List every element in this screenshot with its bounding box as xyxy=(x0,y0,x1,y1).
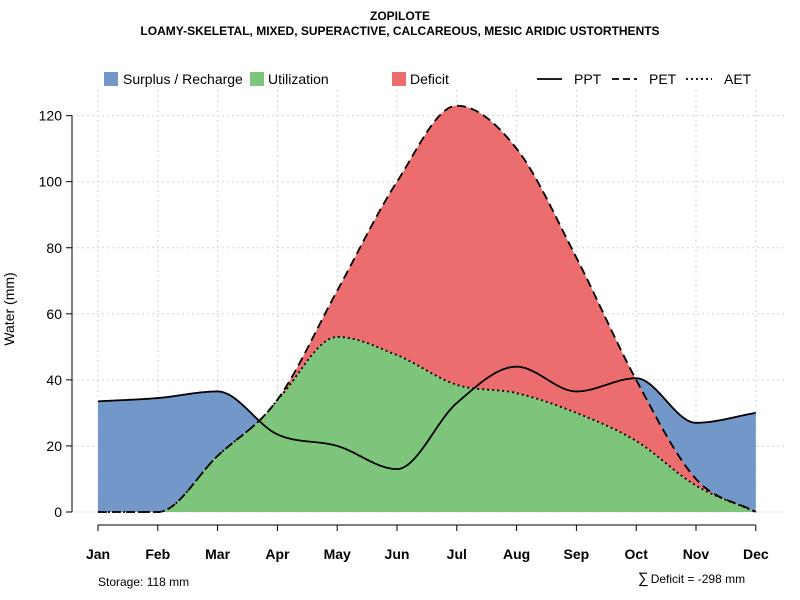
legend-label-ppt: PPT xyxy=(574,71,602,87)
x-tick-label-jun: Jun xyxy=(385,546,410,562)
sigma-symbol: ∑ xyxy=(638,570,649,587)
series-lines xyxy=(97,104,757,513)
legend-label-deficit: Deficit xyxy=(410,71,449,87)
y-tick-label-40: 40 xyxy=(46,372,62,388)
x-tick-label-jan: Jan xyxy=(86,546,110,562)
x-tick-label-jul: Jul xyxy=(447,546,467,562)
legend-swatch-deficit xyxy=(392,72,406,86)
area-fills xyxy=(98,105,756,512)
legend: Surplus / Recharge Utilization Deficit PPT P… xyxy=(104,71,752,87)
chart-title: ZOPILOTE xyxy=(370,9,430,23)
legend-label-utilization: Utilization xyxy=(268,71,329,87)
series-line-pet xyxy=(98,104,757,513)
series-line-ppt xyxy=(97,365,756,470)
x-tick-label-oct: Oct xyxy=(625,546,649,562)
legend-swatch-utilization xyxy=(250,72,264,86)
series-line-aet xyxy=(98,336,757,513)
x-tick-label-dec: Dec xyxy=(743,546,769,562)
y-tick-label-0: 0 xyxy=(54,504,62,520)
x-tick-label-may: May xyxy=(324,546,351,562)
x-tick-label-apr: Apr xyxy=(265,546,290,562)
axes: 0 20 40 60 80 100 120 Water (mm) Jan Feb Mar Apr May… xyxy=(1,108,769,562)
legend-label-surplus-recharge: Surplus / Recharge xyxy=(123,71,243,87)
deficit-text: Deficit = -298 mm xyxy=(650,572,746,586)
y-tick-label-80: 80 xyxy=(46,240,62,256)
surplus-area-2 xyxy=(636,378,756,512)
x-tick-label-aug: Aug xyxy=(503,546,530,562)
x-tick-label-sep: Sep xyxy=(564,546,590,562)
y-tick-label-120: 120 xyxy=(39,108,63,124)
y-tick-label-20: 20 xyxy=(46,438,62,454)
y-axis-label: Water (mm) xyxy=(1,272,17,345)
deficit-annotation: ∑ Deficit = -298 mm xyxy=(638,570,745,587)
legend-label-pet: PET xyxy=(649,71,677,87)
y-tick-label-100: 100 xyxy=(39,174,63,190)
utilization-area-1 xyxy=(160,336,755,512)
x-tick-label-mar: Mar xyxy=(205,546,230,562)
y-tick-label-60: 60 xyxy=(46,306,62,322)
deficit-area-1 xyxy=(278,105,753,511)
x-tick-label-feb: Feb xyxy=(145,546,170,562)
legend-swatch-surplus-recharge xyxy=(104,72,118,86)
legend-label-aet: AET xyxy=(724,71,752,87)
x-tick-label-nov: Nov xyxy=(683,546,710,562)
chart-subtitle: LOAMY-SKELETAL, MIXED, SUPERACTIVE, CALC… xyxy=(140,24,660,38)
storage-annotation: Storage: 118 mm xyxy=(98,575,190,589)
surplus-area-1 xyxy=(98,391,258,512)
